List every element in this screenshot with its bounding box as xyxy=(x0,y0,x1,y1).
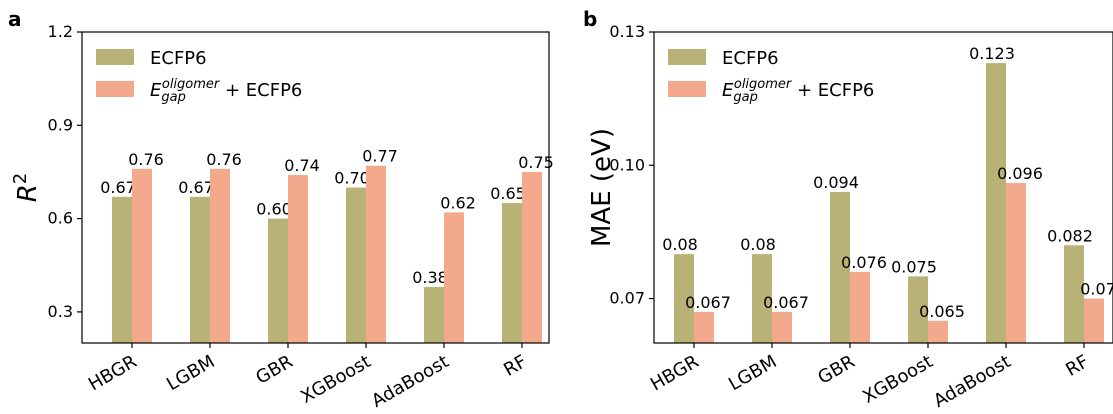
y-tick-label: 0.6 xyxy=(48,209,73,228)
bar-ecfp6-xgboost xyxy=(908,276,928,343)
bar-ecfp6-gbr xyxy=(830,191,850,343)
data-label: 0.76 xyxy=(206,150,242,169)
bar-ecfp6-xgboost xyxy=(346,187,366,343)
x-tick-label: LGBM xyxy=(725,351,780,395)
data-label: 0.094 xyxy=(813,173,859,192)
data-label: 0.096 xyxy=(997,164,1043,183)
data-label: 0.123 xyxy=(969,44,1015,63)
x-tick-label: AdaBoost xyxy=(368,351,452,412)
data-label: 0.60 xyxy=(256,200,292,219)
legend: ECFP6 Egapoligomer + ECFP6 xyxy=(96,48,302,105)
bar-egap-ecfp6-adaboost xyxy=(444,212,464,343)
bar-ecfp6-adaboost xyxy=(424,287,444,343)
x-tick-label: RF xyxy=(500,351,530,381)
bar-ecfp6-hbgr xyxy=(674,254,694,343)
data-label: 0.067 xyxy=(763,293,809,312)
legend-swatch-ecfp6 xyxy=(96,49,134,65)
bar-egap-ecfp6-xgboost xyxy=(366,165,386,343)
data-label: 0.08 xyxy=(662,235,698,254)
plot-frame xyxy=(81,31,550,344)
bar-egap-ecfp6-xgboost xyxy=(928,320,948,343)
bar-ecfp6-lgbm xyxy=(190,196,210,343)
x-tick-label: AdaBoost xyxy=(930,351,1014,412)
y-tick-label: 0.10 xyxy=(609,155,645,174)
bar-egap-ecfp6-rf xyxy=(522,171,542,343)
bar-egap-ecfp6-rf xyxy=(1084,298,1104,343)
x-tick-label: HBGR xyxy=(647,351,703,395)
data-label: 0.75 xyxy=(518,153,554,172)
chart-panel-b: b MAE (eV) 0.08 0.067 HBGR 0.08 0.067 LGBM 0.094… xyxy=(583,7,1113,412)
legend-label-egap-ecfp6: Egapoligomer + ECFP6 xyxy=(150,77,302,105)
panel-letter: b xyxy=(583,7,597,31)
data-label: 0.38 xyxy=(412,268,448,287)
data-label: 0.065 xyxy=(919,302,965,321)
data-label: 0.07 xyxy=(1080,280,1113,299)
chart-panel-a: a R2 0.67 0.76 HBGR 0.67 0.76 LGBM 0.60 0.74 GBR 0.… xyxy=(8,7,554,412)
data-label: 0.082 xyxy=(1047,226,1093,245)
plot-frame xyxy=(653,31,1113,344)
bar-ecfp6-rf xyxy=(1064,245,1084,343)
legend-label-egap-ecfp6: Egapoligomer + ECFP6 xyxy=(722,77,874,105)
y-axis-label: R2 xyxy=(10,173,43,203)
bar-ecfp6-rf xyxy=(502,203,522,343)
bar-egap-ecfp6-gbr xyxy=(288,175,308,343)
bar-egap-ecfp6-gbr xyxy=(850,271,870,343)
bar-ecfp6-hbgr xyxy=(112,196,132,343)
data-label: 0.67 xyxy=(100,178,136,197)
data-label: 0.67 xyxy=(178,178,214,197)
legend-label-ecfp6: ECFP6 xyxy=(722,48,779,69)
data-label: 0.65 xyxy=(490,184,526,203)
bar-egap-ecfp6-hbgr xyxy=(694,311,714,343)
legend-swatch-egap-ecfp6 xyxy=(668,81,706,97)
legend: ECFP6 Egapoligomer + ECFP6 xyxy=(668,48,874,105)
y-tick-label: 0.3 xyxy=(48,302,73,321)
data-label: 0.075 xyxy=(891,257,937,276)
data-label: 0.70 xyxy=(334,169,370,188)
bar-egap-ecfp6-adaboost xyxy=(1006,183,1026,343)
x-tick-label: HBGR xyxy=(85,351,141,395)
bar-ecfp6-lgbm xyxy=(752,254,772,343)
x-tick-label: XGBoost xyxy=(859,351,936,408)
bar-egap-ecfp6-lgbm xyxy=(210,168,230,343)
data-label: 0.74 xyxy=(284,156,320,175)
data-label: 0.76 xyxy=(128,150,164,169)
legend-label-ecfp6: ECFP6 xyxy=(150,48,207,69)
x-tick-label: XGBoost xyxy=(297,351,374,408)
x-tick-label: LGBM xyxy=(163,351,218,395)
panel-letter: a xyxy=(8,7,22,31)
data-label: 0.067 xyxy=(685,293,731,312)
x-tick-label: GBR xyxy=(814,351,858,389)
y-tick-label: 0.9 xyxy=(48,115,73,134)
x-tick-label: RF xyxy=(1062,351,1092,381)
bar-egap-ecfp6-hbgr xyxy=(132,168,152,343)
bar-ecfp6-gbr xyxy=(268,218,288,343)
data-label: 0.08 xyxy=(740,235,776,254)
legend-swatch-ecfp6 xyxy=(668,49,706,65)
data-label: 0.076 xyxy=(841,253,887,272)
bar-egap-ecfp6-lgbm xyxy=(772,311,792,343)
data-label: 0.62 xyxy=(440,193,476,212)
y-axis-label: MAE (eV) xyxy=(587,128,617,247)
x-tick-label: GBR xyxy=(252,351,296,389)
y-tick-label: 1.2 xyxy=(48,22,73,41)
bar-ecfp6-adaboost xyxy=(986,63,1006,343)
y-tick-label: 0.07 xyxy=(609,289,645,308)
legend-swatch-egap-ecfp6 xyxy=(96,81,134,97)
data-label: 0.77 xyxy=(362,147,398,166)
y-tick-label: 0.13 xyxy=(609,22,645,41)
